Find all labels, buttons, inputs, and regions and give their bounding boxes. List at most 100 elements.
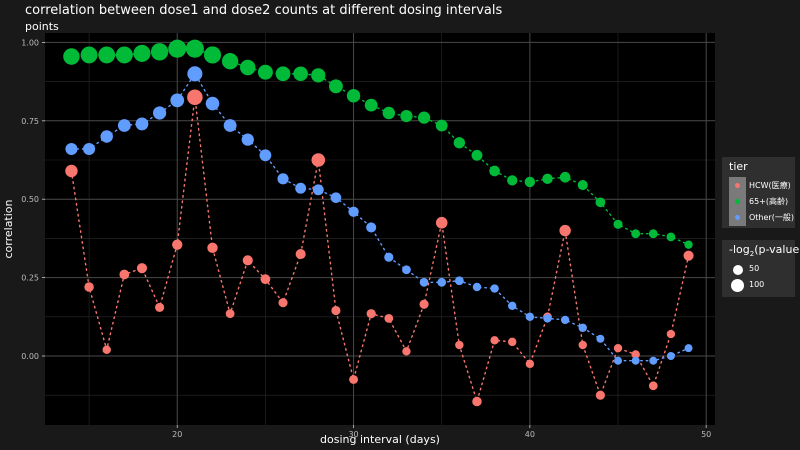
data-point — [595, 197, 606, 208]
data-point — [648, 381, 658, 391]
data-point — [419, 277, 429, 287]
data-point — [524, 176, 536, 188]
y-tick-label: 0.25 — [21, 274, 39, 283]
data-point — [525, 359, 535, 369]
data-point — [402, 265, 411, 275]
data-point — [402, 347, 411, 356]
legend-dot-hcw — [735, 183, 740, 188]
y-axis-label: correlation — [2, 199, 15, 258]
data-point — [205, 96, 220, 111]
series-line — [70, 97, 690, 404]
data-point — [221, 53, 239, 70]
data-point — [311, 68, 326, 83]
legend-dot-65plus — [735, 199, 740, 204]
data-point — [98, 46, 116, 64]
data-point — [560, 315, 570, 325]
data-point — [559, 224, 571, 237]
data-point — [631, 356, 640, 365]
legend-label-65plus: 65+(高齢) — [749, 197, 789, 206]
tier-legend-title: tier — [729, 160, 748, 173]
data-point — [80, 46, 98, 64]
data-point — [542, 173, 553, 185]
data-point — [508, 301, 517, 311]
x-axis-label: dosing interval (days) — [320, 433, 440, 446]
data-point — [84, 282, 94, 292]
data-point — [275, 66, 291, 82]
data-point — [241, 133, 254, 146]
data-point — [364, 98, 378, 112]
data-point — [453, 137, 466, 149]
data-point — [490, 336, 499, 345]
size-legend-title-sub: 2 — [749, 250, 755, 259]
chart-title: correlation between dose1 and dose2 coun… — [25, 3, 503, 18]
size-label-50: 50 — [749, 264, 760, 273]
data-point — [489, 165, 500, 177]
data-point — [203, 46, 222, 64]
data-point — [187, 66, 203, 82]
data-point — [508, 337, 517, 347]
data-point — [559, 171, 571, 183]
y-tick-label: 0.00 — [21, 352, 39, 361]
data-point — [311, 153, 326, 167]
data-point — [155, 302, 165, 312]
data-point — [507, 175, 518, 186]
data-point — [613, 219, 623, 229]
data-point — [417, 111, 431, 124]
data-point — [614, 356, 623, 365]
x-tick-label: 50 — [701, 430, 711, 439]
data-point — [207, 242, 218, 253]
size-legend-title-end: (p-value) — [754, 243, 800, 256]
data-point — [666, 329, 676, 339]
data-point — [328, 79, 343, 94]
data-point — [349, 375, 358, 384]
data-point — [666, 352, 675, 361]
data-point — [384, 252, 394, 262]
data-point — [472, 282, 482, 292]
data-point — [631, 350, 640, 359]
data-point — [65, 164, 78, 178]
data-point — [117, 119, 131, 132]
data-point — [312, 184, 324, 196]
data-point — [400, 109, 413, 123]
data-point — [136, 263, 148, 274]
data-point — [684, 240, 693, 249]
data-point — [100, 130, 113, 143]
size-legend: -log2(p-value) 50 100 — [722, 240, 800, 297]
legend-label-hcw: HCW(医療) — [749, 181, 791, 190]
data-point — [102, 345, 111, 354]
plot-panel — [45, 33, 715, 425]
size-dot-50 — [732, 264, 743, 275]
data-point — [613, 343, 623, 353]
data-point — [382, 106, 396, 120]
data-point — [63, 48, 80, 65]
legend-item-hcw: HCW(医療) — [729, 177, 795, 194]
y-tick-label: 0.75 — [21, 117, 39, 126]
data-point — [225, 309, 235, 319]
tier-legend: tier HCW(医療) 65+(高齢) Other(一般) — [722, 157, 795, 228]
data-point — [348, 206, 359, 217]
data-point — [150, 43, 169, 61]
data-point — [187, 89, 203, 106]
data-point — [666, 232, 676, 242]
data-point — [437, 277, 447, 287]
size-legend-item-100: 100 — [729, 277, 795, 294]
data-point — [649, 356, 658, 365]
data-point — [595, 390, 605, 400]
data-point — [454, 276, 464, 286]
legend-label-other: Other(一般) — [749, 213, 794, 222]
data-point — [683, 250, 694, 261]
data-point — [684, 344, 693, 353]
chart-subtitle: points — [25, 20, 59, 33]
data-point — [435, 216, 448, 229]
data-point — [472, 396, 482, 407]
data-point — [240, 59, 256, 76]
y-tick-label: 1.00 — [21, 38, 39, 47]
data-point — [133, 44, 151, 62]
data-point — [115, 46, 133, 64]
data-point — [366, 309, 376, 319]
data-point — [295, 249, 306, 260]
size-key-100 — [729, 277, 746, 294]
data-point — [293, 66, 308, 82]
data-point — [295, 182, 307, 194]
